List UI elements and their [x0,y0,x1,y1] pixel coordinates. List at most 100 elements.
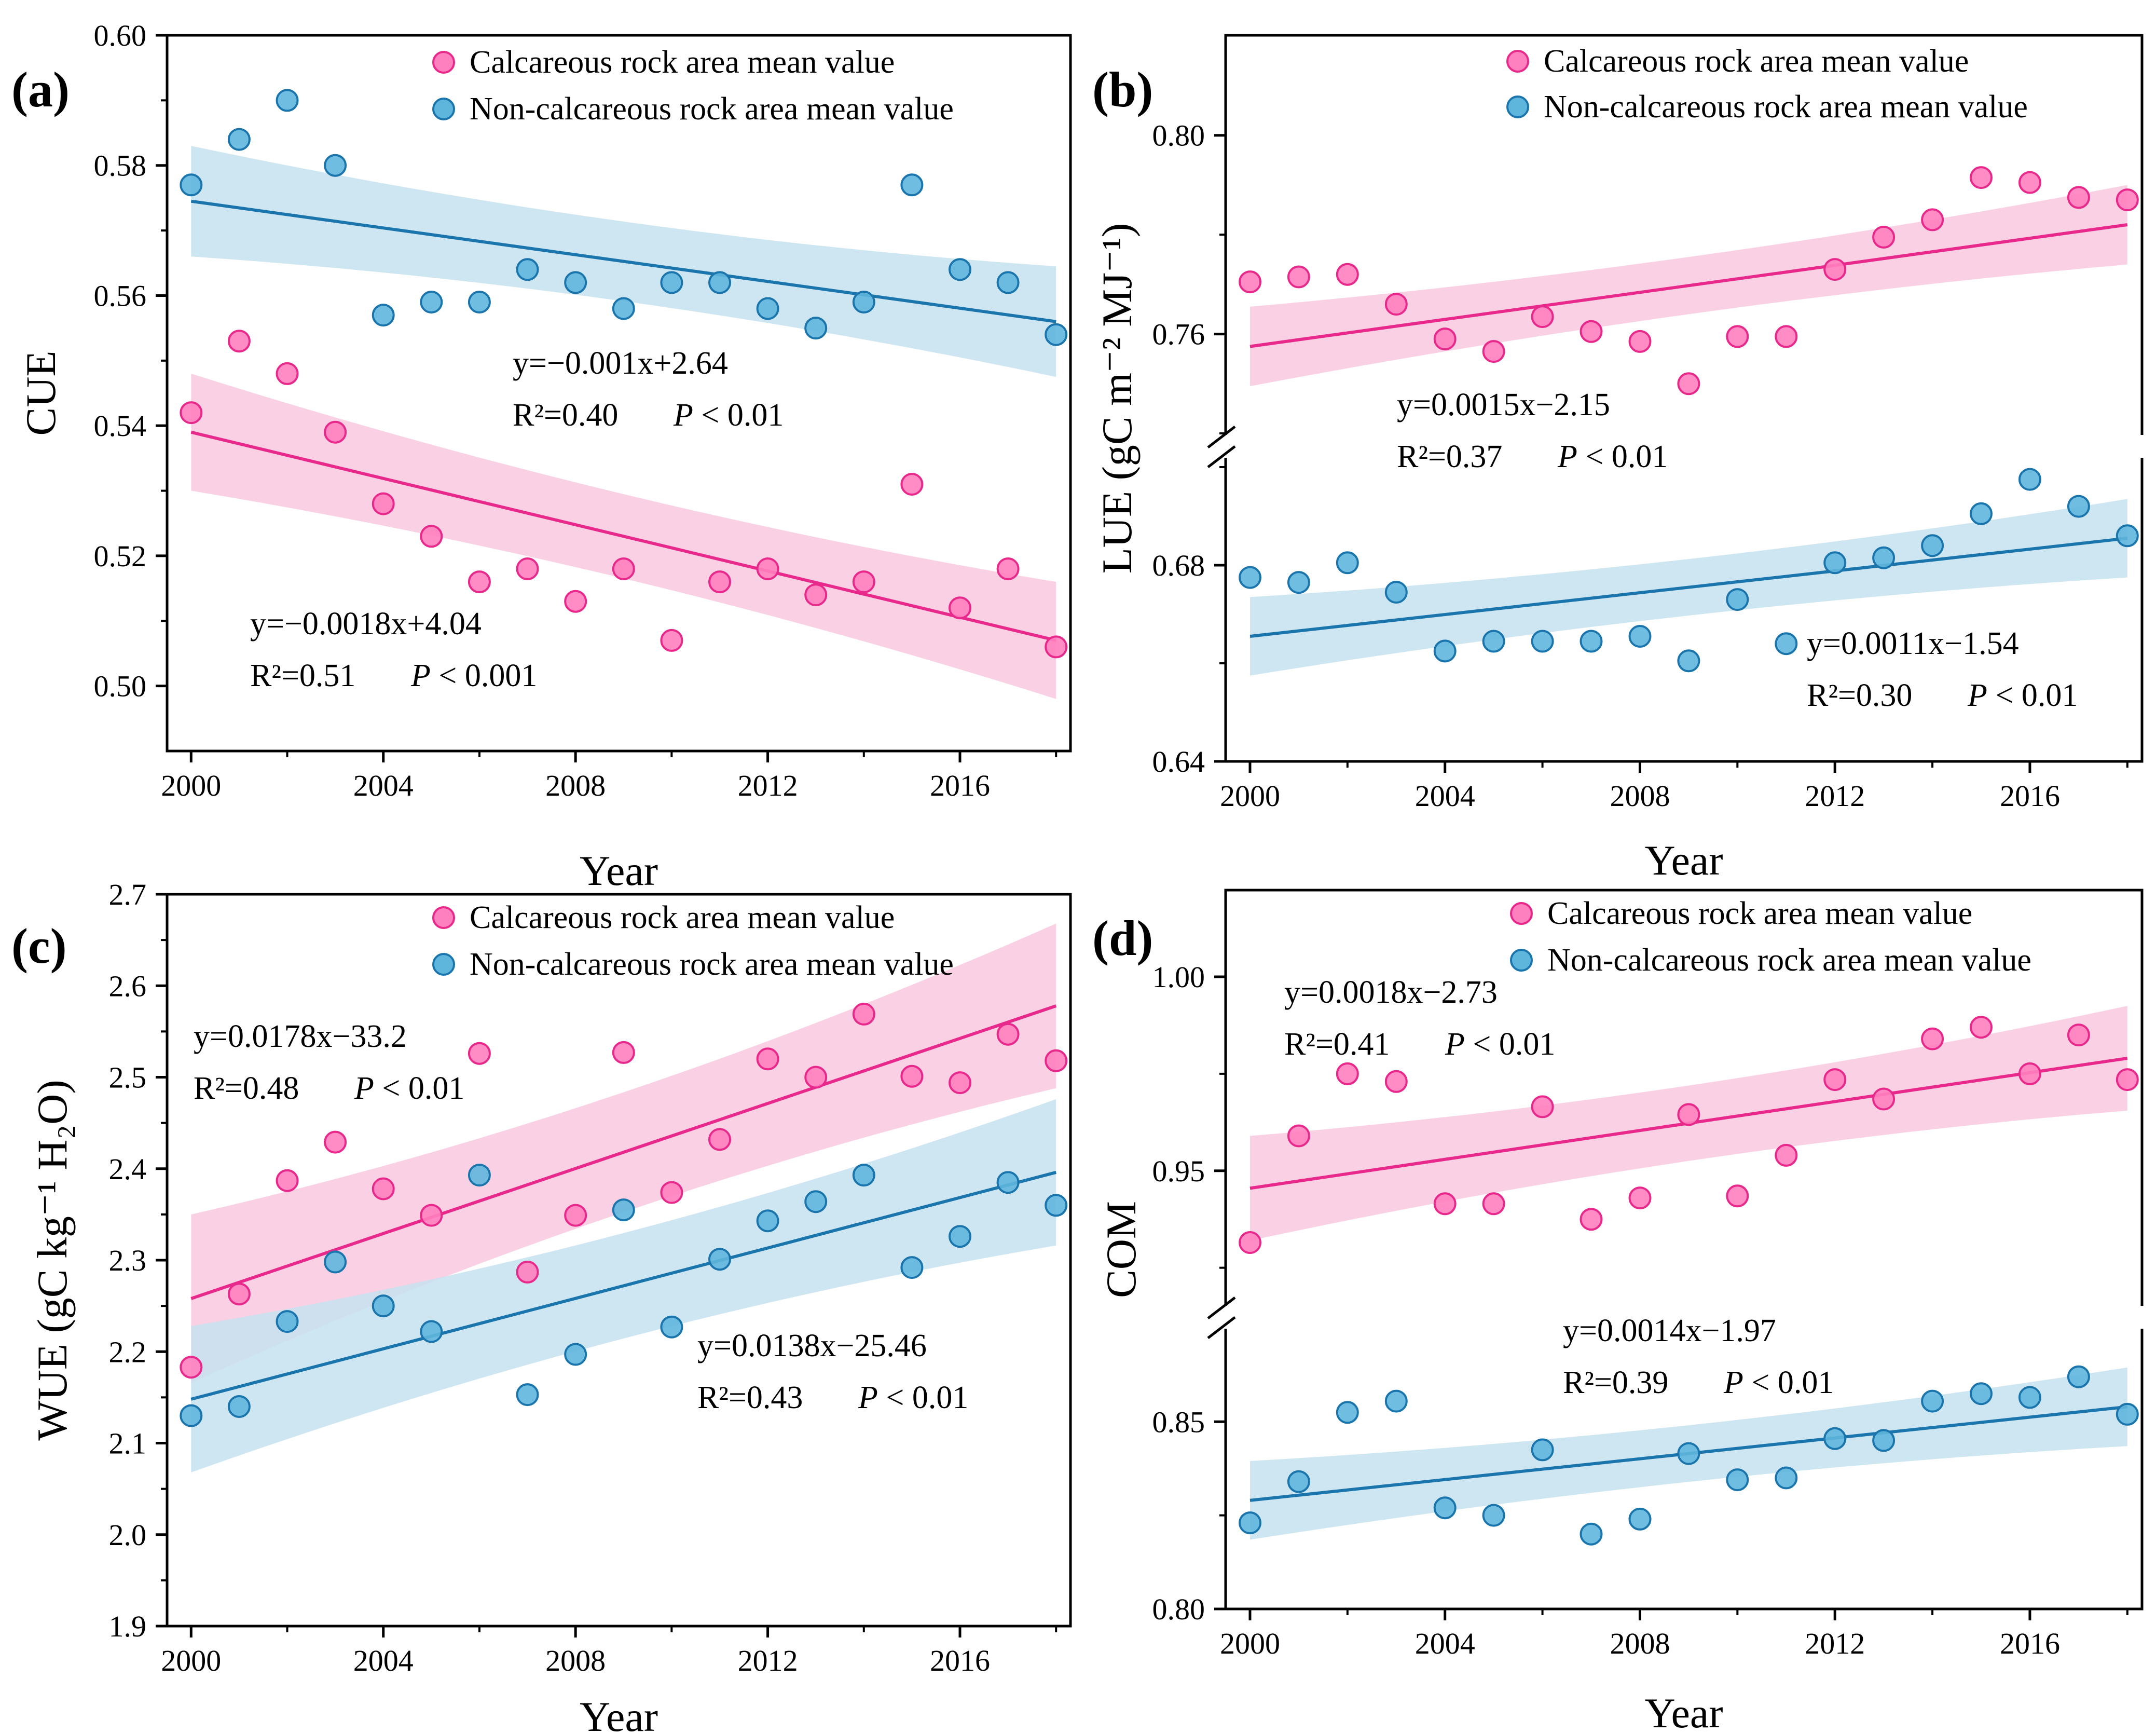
x-tick-label: 2008 [545,1644,606,1677]
data-point-non-calcareous [1433,639,1457,663]
data-point-calcareous [276,362,299,385]
y-tick-label: 0.80 [1152,119,1205,153]
data-point-calcareous [1677,1103,1700,1126]
data-point-non-calcareous [2018,468,2041,491]
y-tick-label: 2.0 [109,1518,147,1552]
x-tick-label: 2004 [353,769,414,802]
r-squared: R²=0.51 [250,658,355,693]
data-point-calcareous [804,1066,828,1089]
y-tick-label: 2.4 [109,1152,147,1186]
data-point-calcareous [1823,1068,1847,1091]
data-point-calcareous [1384,1070,1408,1093]
data-point-non-calcareous [516,258,539,281]
data-point-non-calcareous [1677,649,1700,673]
data-point-calcareous [660,629,683,652]
legend-marker-non-calcareous [1506,95,1529,118]
r-squared: R²=0.41 [1284,1027,1390,1062]
data-point-non-calcareous [660,1315,683,1339]
panel-a: 2000 2004 2008 2012 2016 0.50 0.52 0.54 0.56 0.58… [11,19,1072,894]
data-point-calcareous [227,330,251,353]
data-point-non-calcareous [1482,630,1505,653]
data-point-calcareous [900,1065,924,1088]
r-squared: R²=0.40 [513,398,618,433]
data-point-non-calcareous [1531,1438,1554,1462]
data-point-calcareous [516,1260,539,1284]
regression-equation: y=0.0011x−1.54 [1807,626,2019,661]
data-point-calcareous [1677,372,1700,395]
data-point-non-calcareous [996,271,1020,294]
legend-marker-calcareous [1506,50,1529,73]
data-point-non-calcareous [756,297,779,320]
data-point-non-calcareous [2116,1402,2139,1426]
data-point-non-calcareous [180,1404,203,1427]
x-axis-title: Year [580,847,658,894]
axis-break-gap [2139,435,2145,458]
data-point-calcareous [852,570,875,594]
y-axis-title: WUE (gC kg⁻¹ H₂O) [29,1080,76,1440]
y-tick-label: 0.54 [94,409,147,443]
regression-equation: y=0.0178x−33.2 [194,1019,407,1054]
legend-label: Non-calcareous rock area mean value [470,91,954,127]
data-point-non-calcareous [324,154,347,177]
data-point-calcareous [1239,270,1261,294]
p-value: P < 0.001 [410,658,537,693]
data-point-calcareous [1775,1143,1798,1167]
data-point-non-calcareous [949,1225,971,1248]
legend-marker-non-calcareous [432,98,455,120]
data-point-calcareous [276,1169,299,1192]
data-point-calcareous [708,1128,731,1151]
data-point-non-calcareous [276,1310,299,1333]
y-tick-label: 0.95 [1152,1154,1205,1188]
y-tick-label: 2.5 [109,1061,147,1095]
data-point-non-calcareous [1336,551,1359,575]
data-point-calcareous [996,557,1020,580]
legend-marker-non-calcareous [1510,949,1533,972]
y-tick-label: 2.3 [109,1244,147,1277]
data-point-non-calcareous [996,1171,1020,1194]
data-point-non-calcareous [2116,524,2139,548]
data-point-calcareous [708,570,731,594]
legend-label: Non-calcareous rock area mean value [1544,89,2028,125]
data-point-calcareous [1433,328,1457,351]
r-squared: R²=0.30 [1807,678,1912,713]
data-point-calcareous [180,1356,203,1379]
data-point-non-calcareous [612,1198,635,1222]
x-axis-title: Year [580,1693,658,1733]
plot-frame [1224,889,2144,1611]
data-point-non-calcareous [804,317,828,340]
data-point-non-calcareous [1531,630,1554,653]
data-point-non-calcareous [1336,1401,1359,1424]
data-point-non-calcareous [1239,566,1261,589]
y-tick-label: 0.60 [94,19,147,52]
data-point-non-calcareous [1726,588,1749,611]
data-point-calcareous [804,583,828,607]
data-point-non-calcareous [756,1209,779,1233]
data-point-non-calcareous [1823,551,1847,575]
y-tick-label: 1.9 [109,1609,147,1643]
y-tick-label: 0.50 [94,670,147,703]
y-axis-title: LUE (gC m⁻² MJ⁻¹) [1093,223,1141,574]
panel-d: 2000 2004 2008 2012 2016 0.80 0.85 0.95 1.00 Year… [1092,889,2145,1733]
data-point-calcareous [1872,225,1896,249]
x-tick-label: 2016 [2000,1627,2060,1660]
y-tick-label: 2.7 [109,878,147,911]
data-point-calcareous [1336,263,1359,286]
fit-line-calcareous [190,430,1056,642]
axis-break-gap [2139,1306,2145,1329]
data-point-calcareous [996,1022,1020,1046]
p-value: P < 0.01 [354,1071,464,1106]
panel-label: (a) [11,62,70,117]
axis-break-mark [1207,445,1236,468]
y-tick-label: 0.52 [94,539,147,573]
data-point-non-calcareous [1823,1427,1847,1450]
data-point-calcareous [372,1177,395,1200]
data-point-non-calcareous [1580,1522,1603,1546]
fit-line-calcareous [190,1004,1057,1300]
data-point-calcareous [1531,305,1554,329]
data-point-non-calcareous [420,291,443,313]
y-tick-label: 0.68 [1152,549,1205,582]
data-point-non-calcareous [1384,581,1408,604]
data-point-non-calcareous [1921,1389,1944,1413]
data-point-calcareous [1482,340,1505,363]
data-point-calcareous [1287,265,1310,289]
